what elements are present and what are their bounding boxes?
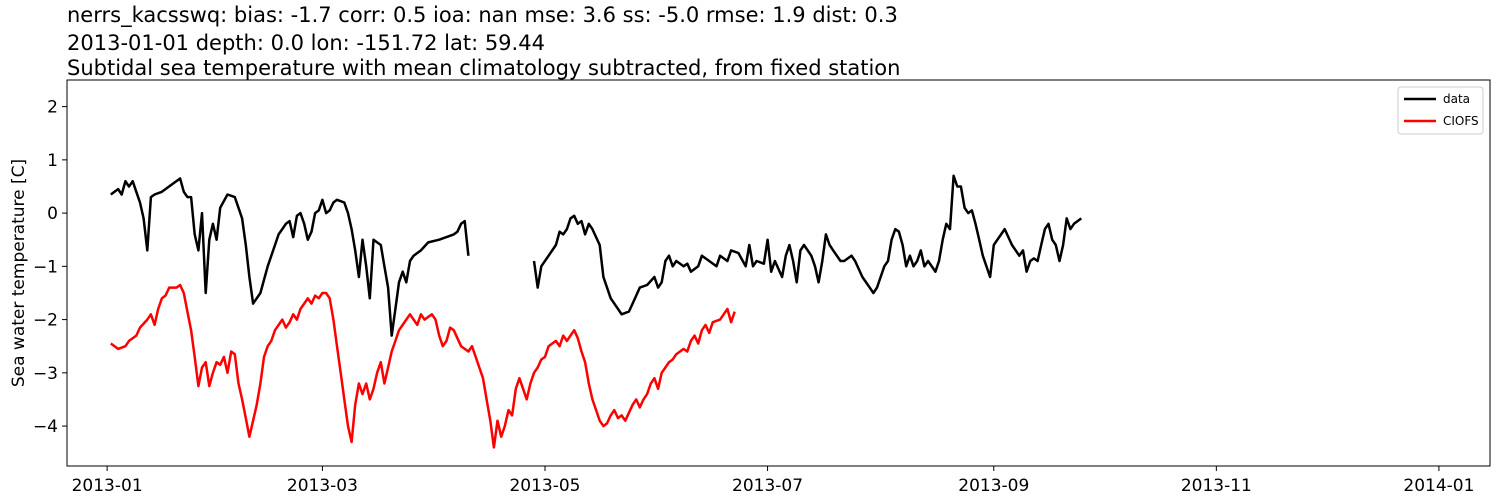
x-tick-label: 2013-01 <box>72 476 143 496</box>
y-tick-label: 1 <box>47 151 58 171</box>
x-tick-label: 2014-01 <box>1403 476 1474 496</box>
chart-title-line-1: nerrs_kacsswq: bias: -1.7 corr: 0.5 ioa:… <box>67 3 898 28</box>
series-layer <box>110 174 1083 449</box>
chart-title-line-3: Subtidal sea temperature with mean clima… <box>67 56 900 80</box>
y-axis: 2 1 0 −1 −2 −3 −4 <box>33 98 67 437</box>
y-tick-label: 2 <box>47 98 58 118</box>
y-tick-label: 0 <box>47 204 58 224</box>
y-axis-label: Sea water temperature [C] <box>9 159 29 387</box>
chart-title-line-2: 2013-01-01 depth: 0.0 lon: -151.72 lat: … <box>67 31 545 55</box>
series-line-data-segment-2 <box>532 174 1083 316</box>
chart-title: nerrs_kacsswq: bias: -1.7 corr: 0.5 ioa:… <box>67 3 900 80</box>
x-tick-label: 2013-09 <box>958 476 1029 496</box>
axes-frame <box>66 79 1491 467</box>
series-line-data-segment-1 <box>110 177 470 337</box>
x-tick-label: 2013-07 <box>732 476 803 496</box>
y-tick-label: −4 <box>33 417 58 437</box>
x-tick-label: 2013-05 <box>509 476 580 496</box>
x-tick-label: 2013-03 <box>287 476 358 496</box>
legend-label-ciofs: CIOFS <box>1443 114 1479 128</box>
x-tick-label: 2013-11 <box>1181 476 1252 496</box>
y-tick-label: −2 <box>33 311 58 331</box>
y-tick-label: −3 <box>33 364 58 384</box>
y-tick-label: −1 <box>33 257 58 277</box>
x-axis: 2013-01 2013-03 2013-05 2013-07 2013-09 2013-… <box>72 466 1474 496</box>
legend-label-data: data <box>1443 92 1470 106</box>
series-line-ciofs-segment-1 <box>110 283 736 449</box>
legend: data CIOFS <box>1397 86 1484 135</box>
plot-area <box>66 79 1491 467</box>
